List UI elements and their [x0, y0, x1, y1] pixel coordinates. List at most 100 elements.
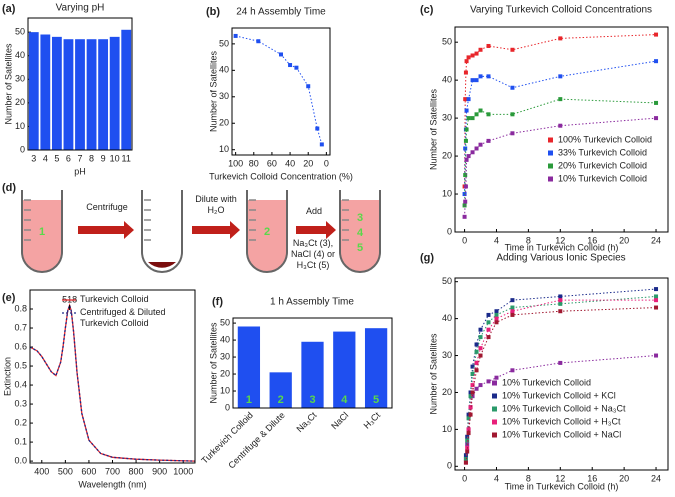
- legend-swatch: [492, 406, 497, 412]
- marker: [474, 146, 479, 151]
- y-tick-label: 20: [220, 368, 230, 378]
- legend-label: 10% Turkevich Colloid: [558, 173, 647, 183]
- x-axis-label: Time in Turkevich Colloid (h): [505, 242, 619, 252]
- legend-swatch: [492, 432, 497, 438]
- marker: [486, 379, 491, 384]
- legend-swatch: [492, 419, 497, 425]
- y-tick-label: 20: [442, 387, 452, 397]
- y-tick-label: 0.3: [14, 398, 27, 408]
- marker: [463, 460, 468, 465]
- y-tick-label: 0.8: [14, 303, 27, 313]
- marker: [558, 294, 563, 299]
- x-tick-label: 24: [651, 235, 661, 245]
- x-tick-label: 3: [31, 153, 36, 163]
- marker: [478, 327, 483, 332]
- y-tick-label: 30: [15, 74, 25, 84]
- x-axis-label: Turkevich Colloid Concentration (%): [209, 171, 353, 181]
- marker: [466, 55, 471, 60]
- bar: [301, 341, 324, 408]
- marker: [233, 33, 238, 38]
- marker: [470, 53, 475, 58]
- marker: [256, 39, 261, 44]
- marker: [465, 438, 470, 443]
- marker: [466, 97, 471, 102]
- tube: [21, 190, 63, 273]
- liquid: [22, 200, 62, 272]
- y-tick-label: 0.1: [14, 436, 27, 446]
- x-tick-label: 8: [526, 235, 531, 245]
- marker: [474, 386, 479, 391]
- y-tick-label: 10: [219, 144, 229, 154]
- y-tick-label: 0.4: [14, 379, 27, 389]
- reagents: Na₃Ct (3), NaCl (4) or H₃Ct (5): [290, 238, 335, 270]
- marker: [466, 116, 471, 121]
- y-tick-label: 0.6: [14, 341, 27, 351]
- marker: [510, 368, 515, 373]
- plot-frame: [232, 317, 393, 409]
- marker: [470, 364, 475, 369]
- marker: [478, 383, 483, 388]
- legend-label: Turkevich Colloid: [80, 294, 149, 304]
- tube-label: 4: [357, 227, 364, 239]
- pellet: [148, 262, 176, 268]
- x-tick-label: Na₃Ct: [294, 410, 319, 435]
- bar: [121, 29, 132, 151]
- panel-label: (f): [212, 296, 223, 308]
- marker: [486, 320, 491, 325]
- marker: [494, 312, 499, 317]
- panel-label: (a): [2, 3, 16, 15]
- arrow: [296, 221, 336, 239]
- marker: [470, 383, 475, 388]
- x-tick-label: 11: [122, 153, 131, 163]
- panel-label: (d): [2, 182, 16, 194]
- marker: [654, 305, 659, 310]
- tube: [339, 190, 381, 273]
- bar: [75, 39, 85, 150]
- marker: [468, 405, 473, 410]
- marker: [463, 184, 468, 189]
- chart-title: Varying Turkevich Colloid Concentrations: [470, 5, 652, 16]
- y-tick-label: 0.7: [14, 322, 27, 332]
- legend-swatch: [492, 393, 497, 399]
- y-tick-label: 10: [15, 121, 25, 131]
- x-tick-label: 16: [587, 235, 597, 245]
- marker: [654, 298, 659, 303]
- marker: [510, 131, 515, 136]
- marker: [474, 51, 479, 56]
- x-tick-label: 600: [81, 466, 96, 476]
- bar-label: 4: [341, 394, 348, 406]
- marker: [462, 214, 467, 219]
- fit-line: [465, 299, 657, 463]
- fit-line: [235, 35, 323, 145]
- marker: [558, 74, 563, 79]
- bar: [51, 36, 62, 150]
- panel-label: (e): [2, 292, 16, 304]
- x-tick-label: 100: [228, 158, 243, 168]
- x-tick-label: 4: [494, 473, 499, 483]
- x-tick-label: NaCl: [329, 410, 350, 431]
- y-tick-label: 50: [442, 37, 452, 47]
- step-label-fo: Add: [306, 206, 322, 216]
- legend-label: Centrifuged & Diluted Turkevich Colloid: [80, 307, 166, 328]
- marker: [558, 309, 563, 314]
- arrow: [78, 221, 134, 239]
- chart-title: Adding Various Ionic Species: [496, 253, 625, 264]
- bar: [98, 39, 109, 150]
- step-label: Centrifuge: [86, 202, 128, 212]
- marker: [558, 123, 563, 128]
- y-tick-label: 50: [220, 317, 230, 327]
- marker: [486, 43, 491, 48]
- y-axis-label: Number of Satellites: [428, 88, 438, 170]
- marker: [470, 372, 475, 376]
- marker: [558, 97, 563, 102]
- marker: [464, 108, 469, 113]
- y-tick-label: 40: [220, 334, 230, 344]
- marker: [654, 100, 659, 105]
- marker: [486, 112, 491, 117]
- legend-swatch: [548, 163, 553, 169]
- x-tick-label: 8: [526, 473, 531, 483]
- chart-title: Varying pH: [56, 3, 105, 14]
- step-label-fo: Centrifuge: [86, 202, 128, 212]
- marker: [466, 427, 471, 432]
